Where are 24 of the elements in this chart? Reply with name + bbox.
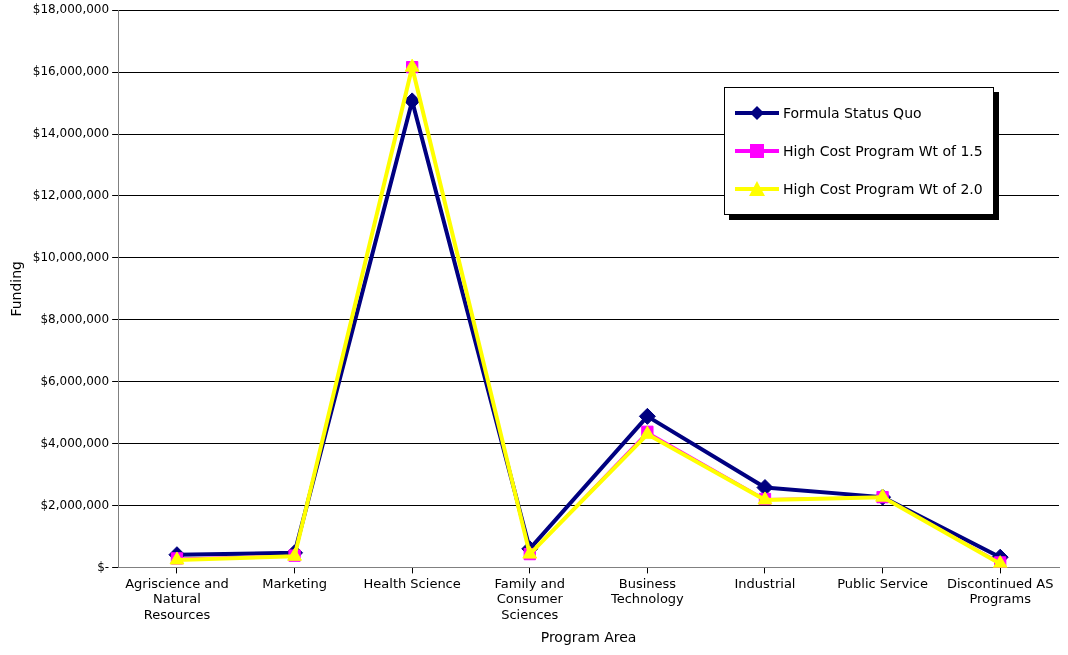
y-tick-label: $10,000,000 (32, 249, 110, 264)
x-tick-label: Family and Consumer Sciences (494, 575, 565, 622)
y-tick-label: $2,000,000 (40, 497, 110, 512)
x-tick-label: Discontinued AS Programs (946, 575, 1054, 607)
x-tick-label: Public Service (837, 575, 928, 591)
y-tick-label: $8,000,000 (40, 311, 110, 326)
y-tick-label: $- (97, 559, 110, 574)
point (638, 407, 656, 425)
y-tick-label: $12,000,000 (32, 188, 110, 203)
y-axis-title: Funding (8, 261, 25, 317)
y-tick-label: $18,000,000 (32, 2, 110, 17)
x-axis-title: Program Area (540, 629, 637, 646)
x-tick-label: Health Science (363, 575, 461, 591)
x-tick-label: Business Technology (609, 575, 685, 607)
x-tick-label: Industrial (734, 575, 796, 591)
legend-label: High Cost Program Wt of 1.5 (783, 143, 983, 160)
legend-label: Formula Status Quo (783, 105, 922, 122)
x-tick-label: Agriscience and Natural Resources (125, 575, 229, 622)
legend-label: High Cost Program Wt of 2.0 (783, 181, 983, 198)
y-tick-label: $16,000,000 (32, 64, 110, 79)
y-tick-label: $14,000,000 (32, 126, 110, 141)
x-tick-label: Marketing (262, 575, 327, 591)
y-tick-label: $4,000,000 (40, 435, 110, 450)
y-tick-label: $6,000,000 (40, 373, 110, 388)
